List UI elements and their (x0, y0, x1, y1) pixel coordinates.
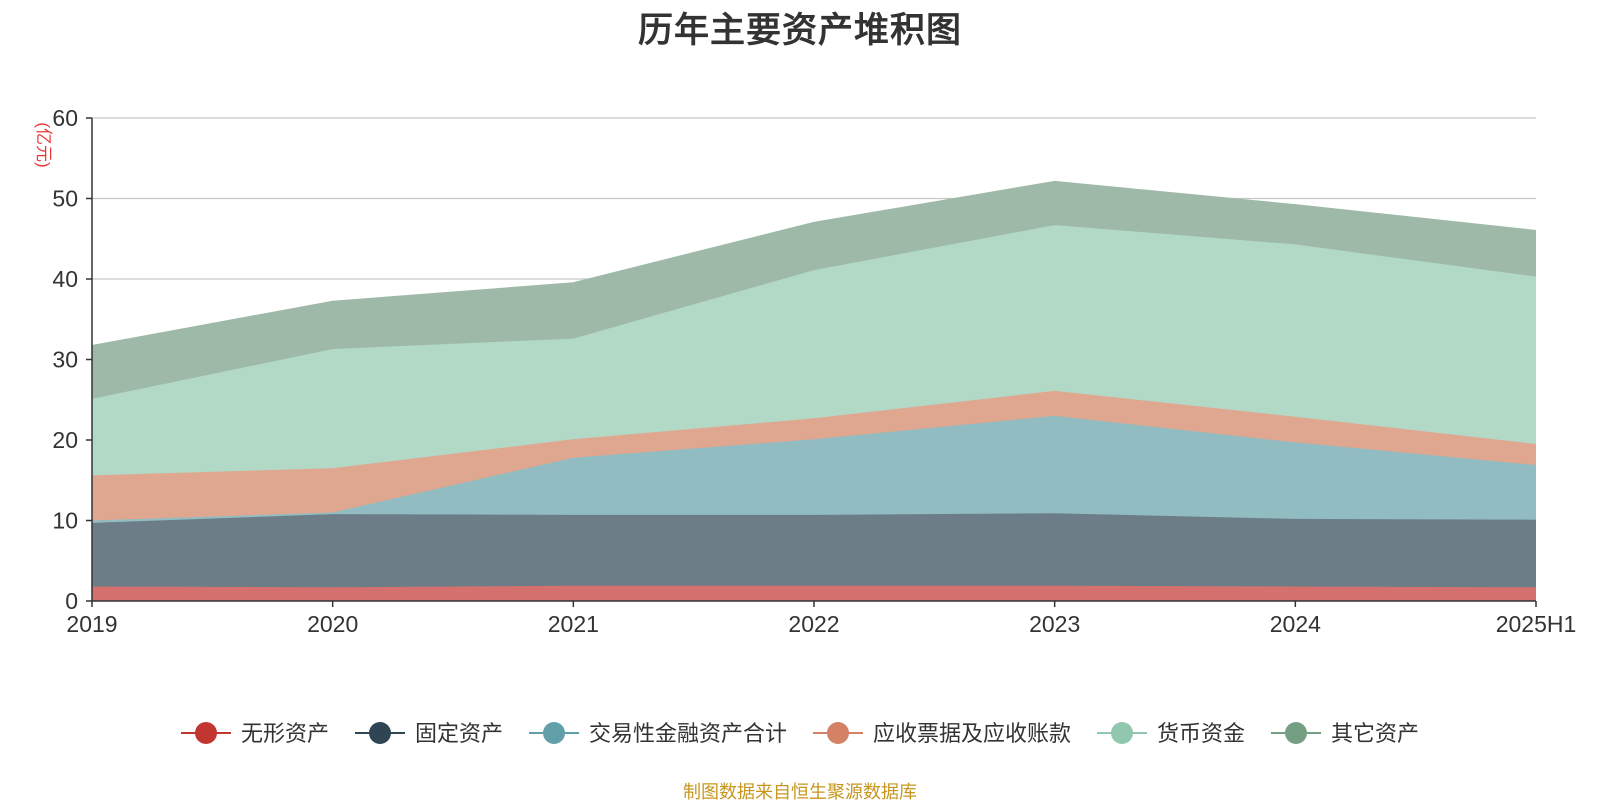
axes (86, 117, 1537, 607)
area-series-5 (92, 181, 1536, 399)
legend-item-5[interactable]: 其它资产 (1271, 721, 1419, 746)
area-series-1 (92, 513, 1536, 588)
chart-title: 历年主要资产堆积图 (637, 11, 962, 51)
legend-marker-4 (1111, 722, 1133, 744)
legend-label-5: 其它资产 (1331, 721, 1419, 746)
legend-item-1[interactable]: 固定资产 (355, 721, 503, 746)
legend-marker-1 (369, 722, 391, 744)
legend-item-3[interactable]: 应收票据及应收账款 (813, 721, 1071, 746)
y-tick-label-2: 20 (52, 427, 78, 453)
x-tick-label-4: 2023 (1029, 611, 1080, 637)
legend-label-2: 交易性金融资产合计 (589, 721, 787, 746)
y-tick-labels: 0 10 20 30 40 50 60 (52, 105, 78, 614)
stacked-areas (91, 180, 1537, 601)
legend-marker-3 (827, 722, 849, 744)
legend-label-0: 无形资产 (241, 721, 329, 746)
legend-marker-5 (1285, 722, 1307, 744)
x-tick-label-5: 2024 (1270, 611, 1321, 637)
legend-item-2[interactable]: 交易性金融资产合计 (529, 721, 787, 746)
x-tick-label-3: 2022 (788, 611, 839, 637)
x-tick-label-2: 2021 (548, 611, 599, 637)
y-axis-unit-label: (亿元) (34, 122, 53, 167)
legend-marker-2 (543, 722, 565, 744)
legend-label-1: 固定资产 (415, 721, 503, 746)
y-tick-label-6: 60 (52, 105, 78, 131)
y-tick-label-1: 10 (52, 508, 78, 534)
area-series-4 (92, 225, 1536, 476)
y-tick-label-5: 50 (52, 186, 78, 212)
source-note: 制图数据来自恒生聚源数据库 (683, 782, 917, 803)
legend: 无形资产 固定资产 交易性金融资产合计 应收票据及应收账款 货币资金 其它资产 (181, 721, 1419, 746)
y-tick-label-0: 0 (65, 588, 78, 614)
legend-label-3: 应收票据及应收账款 (873, 721, 1071, 746)
y-tick-label-4: 40 (52, 266, 78, 292)
area-edge-5 (91, 180, 1537, 347)
legend-item-4[interactable]: 货币资金 (1097, 721, 1245, 746)
area-series-0 (92, 585, 1536, 601)
x-tick-label-6: 2025H1 (1496, 611, 1577, 637)
x-tick-labels: 2019 2020 2021 2022 2023 2024 2025H1 (66, 611, 1576, 637)
legend-marker-0 (195, 722, 217, 744)
x-tick-label-1: 2020 (307, 611, 358, 637)
area-series-2 (92, 415, 1536, 523)
legend-item-0[interactable]: 无形资产 (181, 721, 329, 746)
x-tick-label-0: 2019 (66, 611, 117, 637)
legend-label-4: 货币资金 (1157, 721, 1245, 746)
area-series-3 (92, 390, 1536, 521)
y-tick-label-3: 30 (52, 347, 78, 373)
